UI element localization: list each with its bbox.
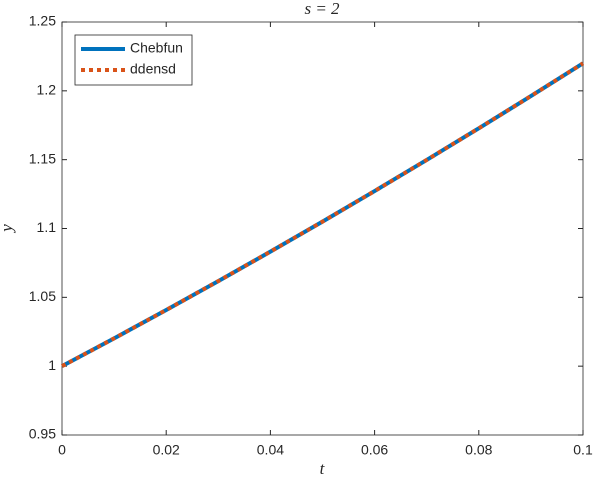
y-axis-label: y	[0, 224, 16, 234]
legend-box	[74, 34, 193, 86]
x-tick-label: 0.02	[153, 442, 180, 458]
y-tick-label: 0.95	[29, 426, 56, 442]
chart-title: s = 2	[304, 0, 340, 18]
x-tick-label: 0	[58, 442, 66, 458]
legend-label: ddensd	[130, 61, 176, 77]
y-tick-label: 1.15	[29, 150, 56, 166]
x-tick-label: 0.1	[573, 442, 593, 458]
x-tick-label: 0.04	[257, 442, 284, 458]
y-tick-label: 1	[48, 357, 56, 373]
series-line	[61, 61, 585, 368]
plot-area	[61, 21, 584, 436]
x-tick-label: 0.06	[361, 442, 388, 458]
y-tick-label: 1.25	[29, 13, 56, 29]
legend-label: Chebfun	[130, 40, 183, 56]
y-tick-label: 1.2	[37, 82, 57, 98]
y-tick-label: 1.05	[29, 288, 56, 304]
x-tick-label: 0.08	[465, 442, 492, 458]
x-axis-label: t	[320, 459, 326, 478]
y-tick-label: 1.1	[37, 219, 57, 235]
